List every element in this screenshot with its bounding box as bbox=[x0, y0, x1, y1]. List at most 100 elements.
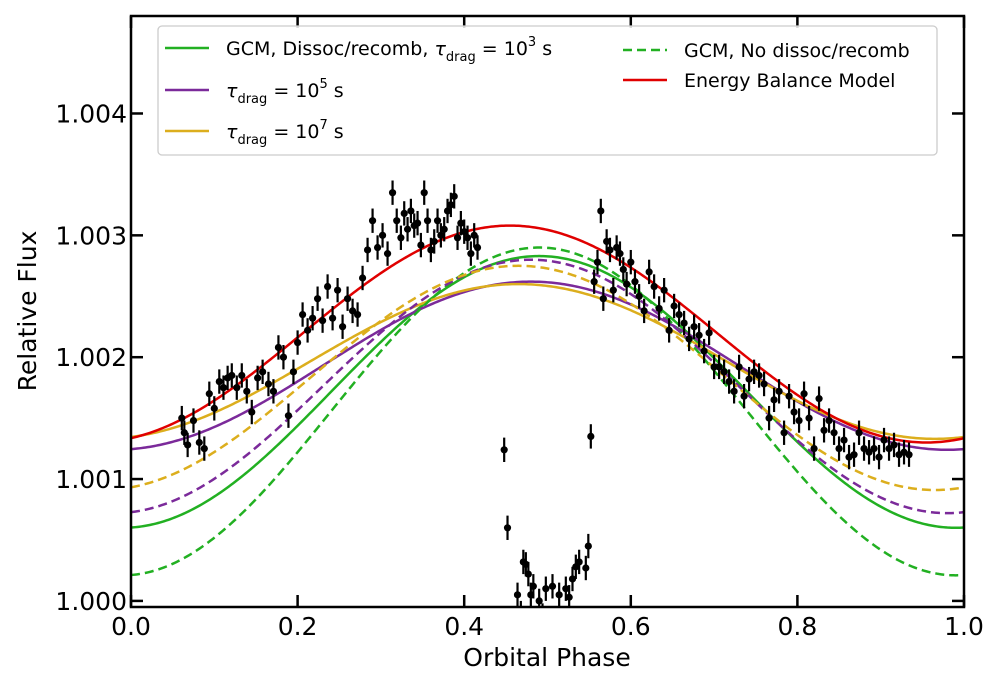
y-tick-label: 1.002 bbox=[55, 343, 127, 372]
data-point bbox=[623, 280, 631, 288]
data-point bbox=[720, 368, 728, 376]
data-point bbox=[725, 377, 733, 386]
axes: 0.0 0.2 0.4 0.6 0.8 1.0 1.000 1.001 1.002 1.003 1.… bbox=[55, 14, 984, 641]
data-point bbox=[393, 217, 401, 225]
data-point bbox=[613, 243, 621, 252]
data-point bbox=[640, 307, 648, 315]
data-point bbox=[289, 368, 298, 376]
data-point bbox=[228, 371, 236, 380]
data-point bbox=[542, 585, 550, 593]
data-point bbox=[805, 414, 813, 422]
data-point bbox=[313, 295, 322, 303]
data-point bbox=[590, 278, 598, 286]
data-point bbox=[665, 326, 673, 334]
data-point bbox=[403, 225, 412, 233]
legend-label: GCM, No dissoc/recomb bbox=[684, 40, 910, 62]
data-point bbox=[695, 331, 703, 339]
data-point bbox=[333, 286, 342, 294]
data-point bbox=[407, 207, 415, 215]
data-point bbox=[511, 618, 518, 625]
data-point bbox=[905, 451, 913, 459]
data-point bbox=[870, 444, 878, 453]
data-point bbox=[233, 384, 241, 392]
y-tick-label: 1.001 bbox=[55, 465, 127, 494]
data-point bbox=[358, 274, 367, 282]
data-point bbox=[593, 258, 602, 266]
data-point bbox=[205, 390, 213, 398]
model-curve-1 bbox=[131, 254, 964, 530]
data-point bbox=[189, 416, 198, 425]
data-point bbox=[750, 368, 758, 376]
x-tick-label: 0.2 bbox=[278, 612, 318, 641]
model-curve-5 bbox=[131, 258, 964, 515]
data-point bbox=[457, 219, 465, 227]
data-point bbox=[430, 237, 438, 246]
data-point bbox=[328, 314, 337, 322]
data-point bbox=[529, 582, 537, 590]
data-point bbox=[524, 570, 532, 578]
data-point bbox=[420, 189, 428, 197]
data-point bbox=[470, 231, 478, 239]
data-point bbox=[433, 217, 442, 225]
data-point bbox=[443, 207, 452, 215]
data-point bbox=[294, 338, 302, 347]
data-point bbox=[825, 416, 833, 425]
data-point bbox=[338, 323, 347, 331]
data-point bbox=[264, 380, 273, 388]
data-point bbox=[219, 384, 228, 392]
data-point bbox=[318, 317, 327, 325]
data-point bbox=[323, 282, 332, 291]
data-point bbox=[368, 217, 377, 225]
data-point bbox=[835, 444, 843, 453]
data-point bbox=[655, 304, 663, 313]
data-point bbox=[680, 319, 688, 327]
data-point bbox=[279, 353, 288, 361]
data-point bbox=[200, 444, 208, 453]
data-point bbox=[180, 429, 188, 437]
data-point bbox=[830, 429, 838, 437]
data-point bbox=[700, 347, 708, 355]
data-point bbox=[860, 444, 868, 453]
data-point bbox=[865, 448, 873, 456]
x-tick-label: 0.4 bbox=[444, 612, 484, 641]
data-point bbox=[755, 371, 763, 380]
legend-label: Energy Balance Model bbox=[684, 70, 895, 92]
data-point bbox=[552, 622, 559, 629]
data-point bbox=[609, 286, 617, 294]
data-point bbox=[248, 408, 256, 416]
data-point bbox=[473, 243, 482, 252]
data-point bbox=[463, 234, 472, 242]
data-point bbox=[715, 363, 723, 371]
legend-label: τdrag = 107 s bbox=[226, 118, 344, 148]
data-point bbox=[745, 375, 753, 383]
legend-label: τdrag = 105 s bbox=[226, 77, 344, 107]
model-curve-4 bbox=[131, 246, 964, 577]
data-point bbox=[274, 343, 283, 352]
data-point bbox=[548, 582, 557, 590]
x-axis-label: Orbital Phase bbox=[463, 643, 630, 672]
data-point bbox=[775, 387, 783, 395]
x-tick-label: 0.6 bbox=[611, 612, 651, 641]
data-point bbox=[660, 286, 668, 294]
data-point bbox=[855, 429, 863, 437]
data-point bbox=[603, 237, 611, 246]
legend-label: GCM, Dissoc/recomb, τdrag = 103 s bbox=[226, 35, 552, 65]
data-point bbox=[238, 371, 246, 380]
data-point bbox=[555, 591, 563, 599]
data-point bbox=[348, 307, 357, 315]
data-point bbox=[760, 380, 768, 388]
data-point bbox=[568, 575, 577, 583]
data-point bbox=[184, 441, 192, 449]
data-point bbox=[587, 432, 595, 441]
data-point bbox=[308, 314, 317, 322]
data-point bbox=[885, 444, 893, 453]
data-point bbox=[397, 234, 405, 242]
data-point bbox=[210, 404, 218, 412]
data-point bbox=[597, 207, 605, 215]
model-curve-6 bbox=[131, 264, 964, 492]
data-point bbox=[675, 310, 683, 319]
data-point bbox=[500, 446, 508, 454]
data-point bbox=[195, 438, 203, 447]
data-point bbox=[373, 243, 382, 252]
